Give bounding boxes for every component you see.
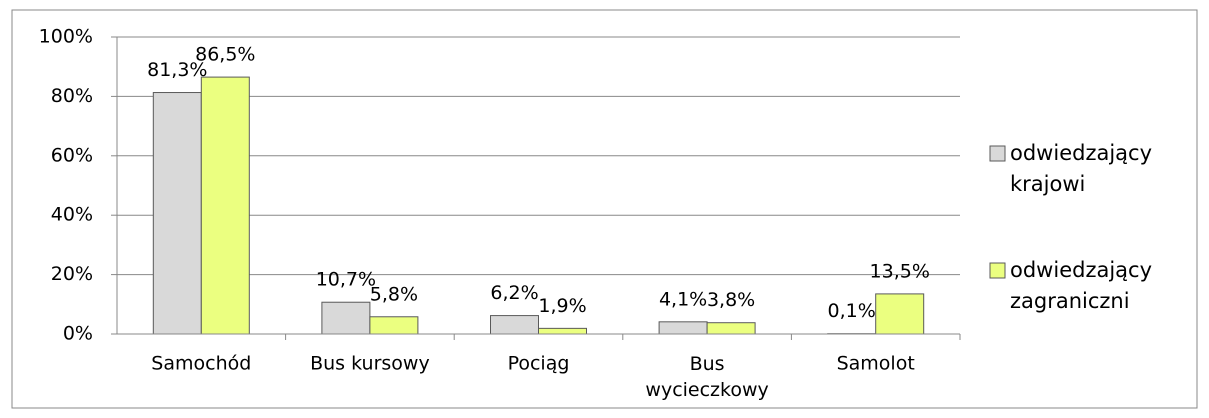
y-tick-label: 80% bbox=[51, 85, 93, 107]
value-label: 1,9% bbox=[538, 295, 586, 317]
x-tick-label: Samochód bbox=[151, 353, 251, 375]
bar bbox=[875, 293, 925, 335]
bar bbox=[321, 301, 371, 335]
legend-label: odwiedzający krajowi bbox=[1010, 141, 1152, 196]
bar bbox=[490, 315, 539, 335]
x-tick-label: Pociąg bbox=[508, 353, 570, 375]
value-label: 81,3% bbox=[147, 59, 207, 81]
bar bbox=[706, 322, 756, 335]
value-label: 13,5% bbox=[870, 260, 930, 282]
bar bbox=[152, 92, 202, 335]
value-label: 5,8% bbox=[370, 283, 418, 305]
value-label: 4,1% bbox=[659, 288, 707, 310]
value-label: 6,2% bbox=[490, 282, 538, 304]
y-tick-label: 40% bbox=[51, 204, 93, 226]
legend-label: odwiedzający zagraniczni bbox=[1010, 258, 1152, 313]
y-tick-label: 20% bbox=[51, 263, 93, 285]
bar bbox=[538, 327, 587, 335]
x-tick-label: Bus kursowy bbox=[310, 353, 430, 375]
value-label: 0,1% bbox=[828, 300, 876, 322]
bar bbox=[369, 316, 419, 335]
legend: odwiedzający krajowi odwiedzający zagranicz… bbox=[989, 141, 1152, 313]
x-tick-label: Samolot bbox=[837, 353, 915, 375]
legend-swatch bbox=[989, 262, 1006, 279]
value-label: 10,7% bbox=[316, 269, 376, 291]
y-tick-label: 100% bbox=[39, 26, 93, 48]
bar bbox=[200, 76, 250, 335]
bar bbox=[658, 321, 708, 335]
value-label: 3,8% bbox=[707, 289, 755, 311]
value-label: 86,5% bbox=[195, 44, 255, 66]
y-tick-label: 60% bbox=[51, 144, 93, 166]
legend-swatch bbox=[989, 145, 1006, 162]
y-tick-label: 0% bbox=[63, 323, 93, 345]
x-tick-label: Bus wycieczkowy bbox=[645, 353, 768, 401]
